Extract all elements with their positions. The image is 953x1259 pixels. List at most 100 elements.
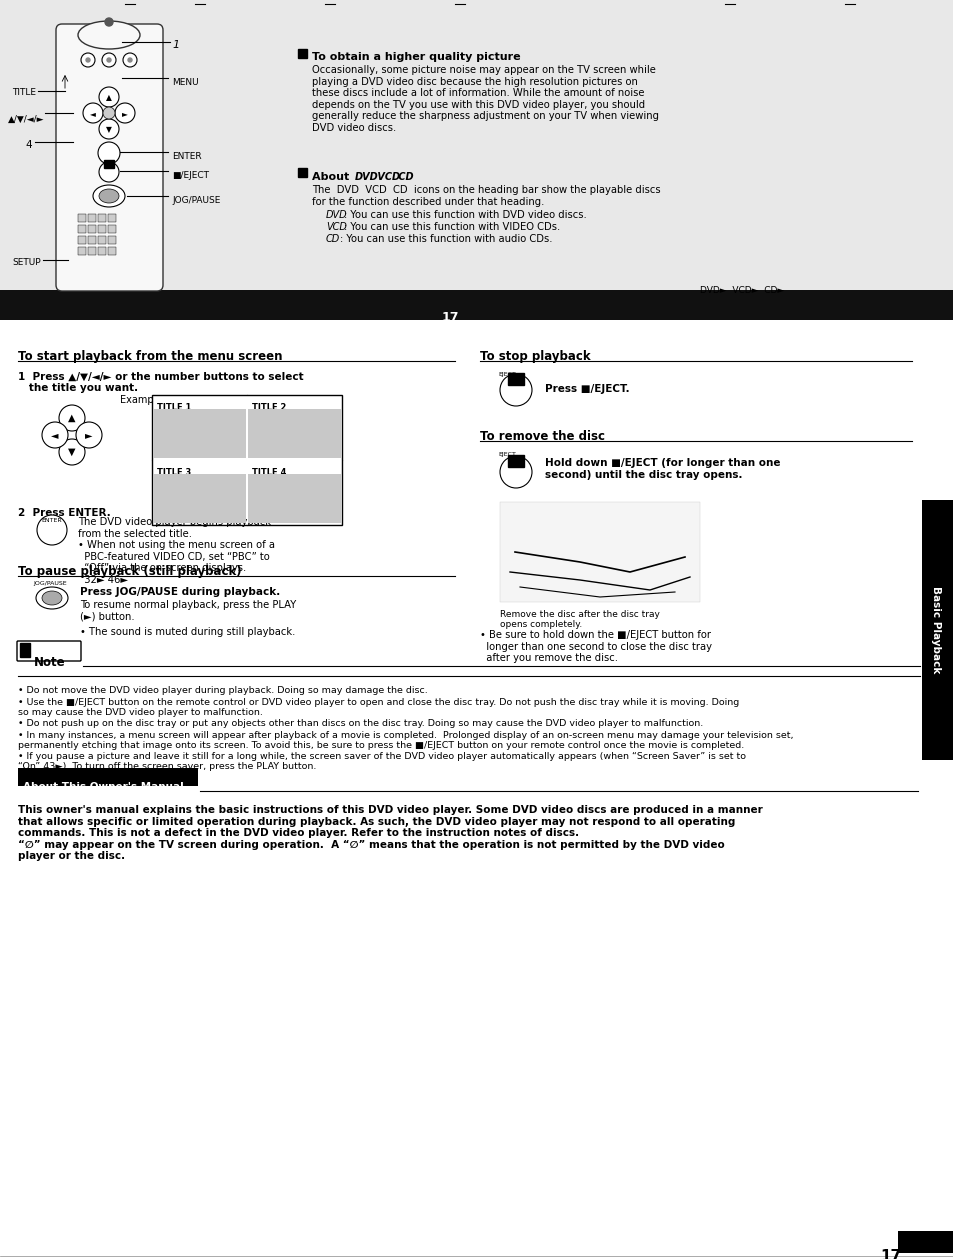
- Text: DVD: DVD: [355, 172, 378, 183]
- Bar: [297, 167, 307, 178]
- Text: The  DVD  VCD  CD  icons on the heading bar show the playable discs
for the func: The DVD VCD CD icons on the heading bar …: [312, 185, 659, 206]
- Text: 17: 17: [879, 1249, 901, 1259]
- Circle shape: [99, 120, 119, 138]
- Text: To pause playback (still playback): To pause playback (still playback): [18, 565, 241, 578]
- Text: JOG/PAUSE: JOG/PAUSE: [172, 196, 220, 205]
- Bar: [88, 247, 96, 256]
- Text: To remove the disc: To remove the disc: [479, 431, 604, 443]
- Text: SETUP: SETUP: [12, 258, 41, 267]
- Bar: [0, 0, 953, 295]
- Text: TITLE 2: TITLE 2: [252, 403, 286, 412]
- Text: Press ■/EJECT.: Press ■/EJECT.: [544, 384, 629, 394]
- Text: To resume normal playback, press the PLAY
(►) button.: To resume normal playback, press the PLA…: [80, 601, 296, 622]
- Bar: [507, 373, 523, 385]
- Text: TITLE: TITLE: [12, 88, 36, 97]
- Text: Press JOG/PAUSE during playback.: Press JOG/PAUSE during playback.: [80, 587, 280, 597]
- Bar: [108, 235, 116, 244]
- Circle shape: [103, 107, 115, 120]
- Ellipse shape: [92, 185, 125, 206]
- Circle shape: [59, 439, 85, 465]
- Text: 4: 4: [25, 140, 31, 150]
- Text: About: About: [312, 172, 356, 183]
- Bar: [78, 214, 86, 222]
- Text: The DVD video player begins playback
from the selected title.
• When not using t: The DVD video player begins playback fro…: [78, 517, 274, 585]
- Text: ►: ►: [85, 431, 92, 439]
- Circle shape: [98, 142, 120, 164]
- Bar: [98, 235, 106, 244]
- Text: DVD►  VCD►  CD►: DVD► VCD► CD►: [700, 286, 783, 295]
- Text: VCD: VCD: [374, 172, 399, 183]
- Text: ▼: ▼: [106, 125, 112, 133]
- Text: ENTER: ENTER: [41, 517, 62, 522]
- Text: ◄: ◄: [51, 431, 58, 439]
- Text: ■/EJECT: ■/EJECT: [172, 171, 209, 180]
- Text: This owner's manual explains the basic instructions of this DVD video player. So: This owner's manual explains the basic i…: [18, 805, 762, 861]
- Bar: [152, 473, 246, 522]
- Bar: [78, 247, 86, 256]
- Text: CD: CD: [395, 172, 414, 183]
- Circle shape: [107, 58, 111, 62]
- Text: : You can use this function with audio CDs.: : You can use this function with audio C…: [339, 234, 552, 244]
- Text: CD: CD: [326, 234, 340, 244]
- Bar: [248, 409, 340, 458]
- Circle shape: [81, 53, 95, 67]
- Circle shape: [105, 18, 112, 26]
- Text: Remove the disc after the disc tray
opens completely.: Remove the disc after the disc tray open…: [499, 611, 659, 630]
- Text: TITLE 1: TITLE 1: [157, 403, 192, 412]
- Text: EJECT: EJECT: [497, 452, 516, 457]
- Bar: [98, 214, 106, 222]
- Text: • Do not move the DVD video player during playback. Doing so may damage the disc: • Do not move the DVD video player durin…: [18, 686, 427, 695]
- Text: • In many instances, a menu screen will appear after playback of a movie is comp: • In many instances, a menu screen will …: [18, 731, 793, 750]
- Bar: [297, 49, 307, 58]
- Bar: [0, 290, 953, 320]
- Bar: [78, 225, 86, 233]
- Text: 2  Press ENTER.: 2 Press ENTER.: [18, 507, 111, 517]
- Text: Example: Example: [120, 395, 162, 405]
- Text: Basic Playback: Basic Playback: [930, 587, 940, 674]
- Text: ►: ►: [122, 110, 128, 118]
- Circle shape: [37, 515, 67, 545]
- Circle shape: [102, 53, 116, 67]
- Text: ENTER: ENTER: [172, 152, 201, 161]
- Text: To stop playback: To stop playback: [479, 350, 590, 363]
- Circle shape: [86, 58, 90, 62]
- Bar: [108, 214, 116, 222]
- Bar: [499, 502, 700, 602]
- Text: ▲: ▲: [106, 93, 112, 102]
- Text: About This Owner's Manual: About This Owner's Manual: [23, 782, 184, 792]
- Text: • The sound is muted during still playback.: • The sound is muted during still playba…: [80, 627, 295, 637]
- Text: MENU: MENU: [172, 78, 198, 87]
- Text: TITLE 4: TITLE 4: [252, 468, 286, 477]
- Bar: [18, 768, 198, 786]
- Circle shape: [499, 456, 532, 488]
- Text: 17: 17: [441, 311, 458, 324]
- Ellipse shape: [36, 587, 68, 609]
- Bar: [20, 643, 30, 657]
- Circle shape: [128, 58, 132, 62]
- Text: VCD: VCD: [326, 222, 347, 232]
- Text: JOG/PAUSE: JOG/PAUSE: [33, 580, 67, 585]
- Text: To start playback from the menu screen: To start playback from the menu screen: [18, 350, 282, 363]
- Text: • If you pause a picture and leave it still for a long while, the screen saver o: • If you pause a picture and leave it st…: [18, 752, 745, 772]
- Text: • Do not push up on the disc tray or put any objects other than discs on the dis: • Do not push up on the disc tray or put…: [18, 719, 702, 728]
- Bar: [88, 214, 96, 222]
- Bar: [152, 409, 246, 458]
- Circle shape: [99, 87, 119, 107]
- Circle shape: [123, 53, 137, 67]
- Ellipse shape: [78, 21, 140, 49]
- Bar: [152, 395, 341, 525]
- Bar: [78, 235, 86, 244]
- Bar: [108, 247, 116, 256]
- Text: To obtain a higher quality picture: To obtain a higher quality picture: [312, 52, 520, 62]
- Bar: [897, 1231, 953, 1253]
- Circle shape: [115, 103, 135, 123]
- Text: ◄: ◄: [90, 110, 95, 118]
- Text: Hold down ■/EJECT (for longer than one
second) until the disc tray opens.: Hold down ■/EJECT (for longer than one s…: [544, 458, 780, 480]
- Bar: [98, 247, 106, 256]
- Circle shape: [59, 405, 85, 431]
- Bar: [248, 473, 340, 522]
- Text: EJECT: EJECT: [497, 371, 516, 376]
- Circle shape: [499, 374, 532, 405]
- FancyBboxPatch shape: [17, 641, 81, 661]
- Text: 1  Press ▲/▼/◄/► or the number buttons to select: 1 Press ▲/▼/◄/► or the number buttons to…: [18, 371, 303, 381]
